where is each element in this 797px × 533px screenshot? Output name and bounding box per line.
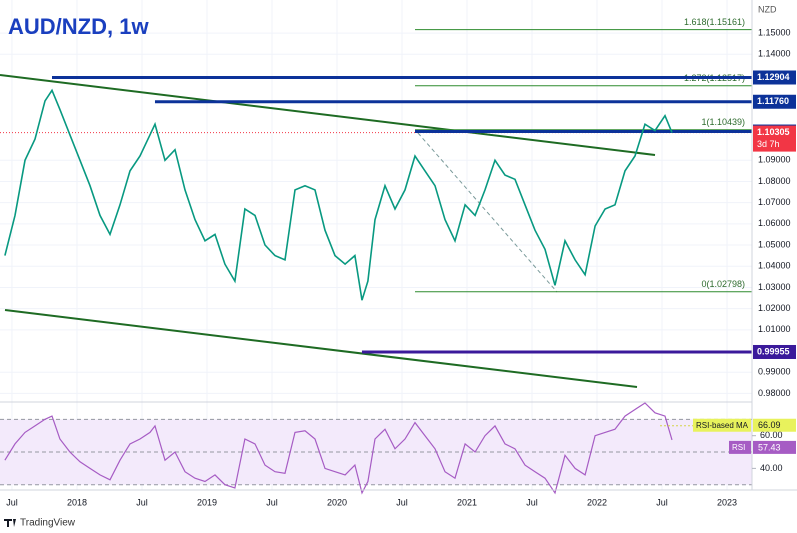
price-label-bg (753, 344, 796, 359)
x-tick-label: Jul (656, 497, 668, 507)
x-tick-label: 2021 (457, 497, 477, 507)
chart-title: AUD/NZD, 1w (8, 14, 149, 39)
y-tick-label: 1.01000 (758, 324, 791, 334)
y-tick-label: 1.03000 (758, 282, 791, 292)
y-tick-label: 1.05000 (758, 239, 791, 249)
y-tick-label: 1.15000 (758, 27, 791, 37)
price-label: 1.11760 (757, 96, 789, 106)
y-tick-label: 1.08000 (758, 176, 791, 186)
y-tick-label: 1.06000 (758, 218, 791, 228)
x-tick-label: 2019 (197, 497, 217, 507)
fib-label: 1.618(1.15161) (684, 17, 745, 27)
trend-line-lower (4, 309, 638, 388)
price-label: 1.12904 (757, 72, 790, 82)
fib-trend (417, 132, 558, 293)
x-tick-label: 2018 (67, 497, 87, 507)
rsi-name: RSI (732, 443, 745, 452)
x-tick-label: Jul (526, 497, 538, 507)
y-tick-label: 0.98000 (758, 388, 791, 398)
rsi-name-bg (729, 440, 751, 454)
currency-label: NZD (758, 4, 777, 14)
x-tick-label: 2020 (327, 497, 347, 507)
price-line (4, 88, 673, 301)
y-tick-label: 0.99000 (758, 367, 791, 377)
brand-logo: TradingView (20, 518, 76, 529)
rsi-tick-label: 40.00 (760, 463, 783, 473)
rsi-ma-name: RSI-based MA (696, 421, 749, 430)
rsi-value: 57.43 (758, 442, 781, 452)
x-tick-label: 2023 (717, 497, 737, 507)
rsi-ma-value: 66.09 (758, 420, 781, 430)
y-tick-label: 1.04000 (758, 261, 791, 271)
fib-label: 1(1.10439) (701, 117, 745, 127)
x-tick-label: Jul (266, 497, 278, 507)
brand-icon (4, 519, 16, 527)
y-tick-label: 1.02000 (758, 303, 791, 313)
rsi-value-bg (753, 440, 796, 454)
trend-line-upper (0, 74, 656, 156)
rsi-tick-label: 60.00 (760, 430, 783, 440)
rsi-line (4, 402, 673, 495)
x-tick-label: Jul (396, 497, 408, 507)
price-label-bg (753, 94, 796, 109)
axis-layer: 0.98000 0.99000 1.01000 1.02000 1.03000 1.040… (6, 27, 796, 507)
rsi-ma-name-bg (693, 418, 751, 432)
fib-label: 0(1.02798) (701, 279, 745, 289)
y-tick-label: 1.09000 (758, 155, 791, 165)
last-price-label: 1.10305 (757, 127, 790, 137)
plot-layer: 0(1.02798)1(1.10439)1.272(1.12517)1.618(… (0, 17, 752, 495)
price-label-bg (753, 70, 796, 85)
countdown-label: 3d 7h (757, 139, 780, 149)
y-tick-label: 1.07000 (758, 197, 791, 207)
price-label: 0.99955 (757, 346, 790, 356)
grid-layer (0, 0, 752, 490)
last-price-bg (753, 125, 796, 152)
rsi-ma-value-bg (753, 418, 796, 432)
x-tick-label: Jul (6, 497, 18, 507)
y-tick-label: 1.14000 (758, 49, 791, 59)
x-tick-label: Jul (136, 497, 148, 507)
x-tick-label: 2022 (587, 497, 607, 507)
